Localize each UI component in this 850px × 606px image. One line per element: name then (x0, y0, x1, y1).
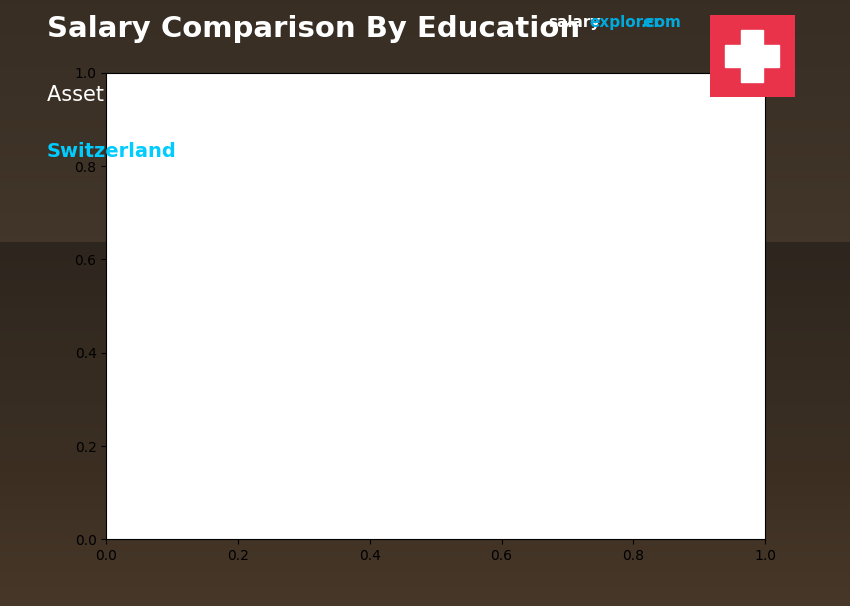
Polygon shape (338, 289, 476, 298)
Text: .com: .com (641, 15, 682, 30)
Polygon shape (110, 384, 224, 533)
Text: 183,000 CHF: 183,000 CHF (534, 97, 643, 112)
Polygon shape (567, 138, 682, 533)
Polygon shape (567, 129, 705, 138)
Text: 109,000 CHF: 109,000 CHF (315, 257, 424, 272)
Text: Salary Comparison By Education: Salary Comparison By Education (47, 15, 580, 43)
Text: salary: salary (548, 15, 601, 30)
Text: Switzerland: Switzerland (47, 142, 177, 161)
Text: +57%: +57% (236, 140, 326, 168)
Text: explorer: explorer (589, 15, 661, 30)
Text: Certificate or
Diploma: Certificate or Diploma (346, 572, 446, 605)
Text: Bachelor's
Degree: Bachelor's Degree (585, 572, 664, 605)
Polygon shape (453, 289, 476, 533)
Text: Average Yearly Salary: Average Yearly Salary (760, 268, 769, 381)
Bar (741, 30, 763, 82)
Polygon shape (224, 375, 247, 533)
Polygon shape (110, 375, 247, 384)
Text: +68%: +68% (465, 0, 555, 8)
Text: High School: High School (122, 572, 212, 587)
Text: 69,400 CHF: 69,400 CHF (92, 342, 190, 358)
Text: Asset Management Associate: Asset Management Associate (47, 85, 354, 105)
Bar (725, 45, 779, 67)
Polygon shape (682, 129, 705, 533)
Polygon shape (338, 298, 453, 533)
